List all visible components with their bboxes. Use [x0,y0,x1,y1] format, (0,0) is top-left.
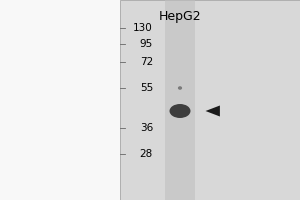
Text: 28: 28 [140,149,153,159]
Text: 72: 72 [140,57,153,67]
Text: 130: 130 [133,23,153,33]
Text: 55: 55 [140,83,153,93]
Text: HepG2: HepG2 [159,10,201,23]
Bar [120,0,300,200]
Polygon shape [206,106,220,116]
Bar [165,0,195,200]
Text: 36: 36 [140,123,153,133]
Ellipse shape [169,104,190,118]
Text: 95: 95 [140,39,153,49]
Ellipse shape [178,86,182,90]
